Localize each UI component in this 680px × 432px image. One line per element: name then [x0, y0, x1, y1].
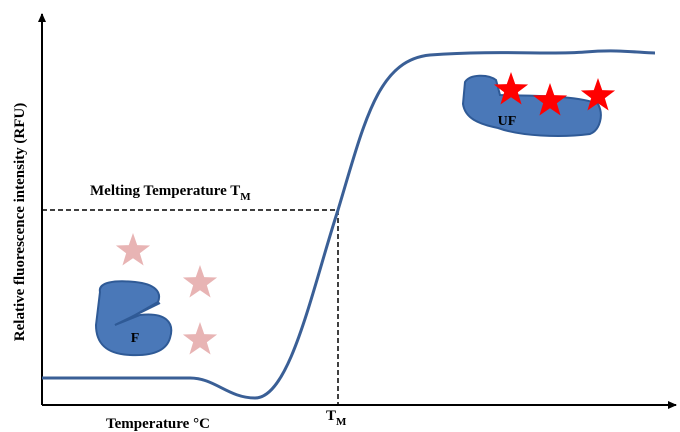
- tm-subscript: M: [336, 416, 347, 428]
- folded-label: F: [131, 331, 140, 346]
- tm-text: T: [326, 408, 336, 424]
- unfolded-protein: [463, 76, 601, 136]
- tm-label: TM: [326, 408, 347, 428]
- x-axis-label: Temperature °C: [106, 416, 210, 432]
- unfolded-label: UF: [498, 114, 517, 129]
- melting-text: Melting Temperature T: [90, 183, 240, 199]
- melting-guide: [42, 210, 338, 405]
- diagram: F UF Relative fluorescence intensity (RF…: [0, 0, 680, 432]
- y-axis-label: Relative fluorescence intensity (RFU): [12, 103, 28, 341]
- melting-label: Melting Temperature TM: [90, 183, 251, 203]
- melting-subscript: M: [240, 191, 251, 203]
